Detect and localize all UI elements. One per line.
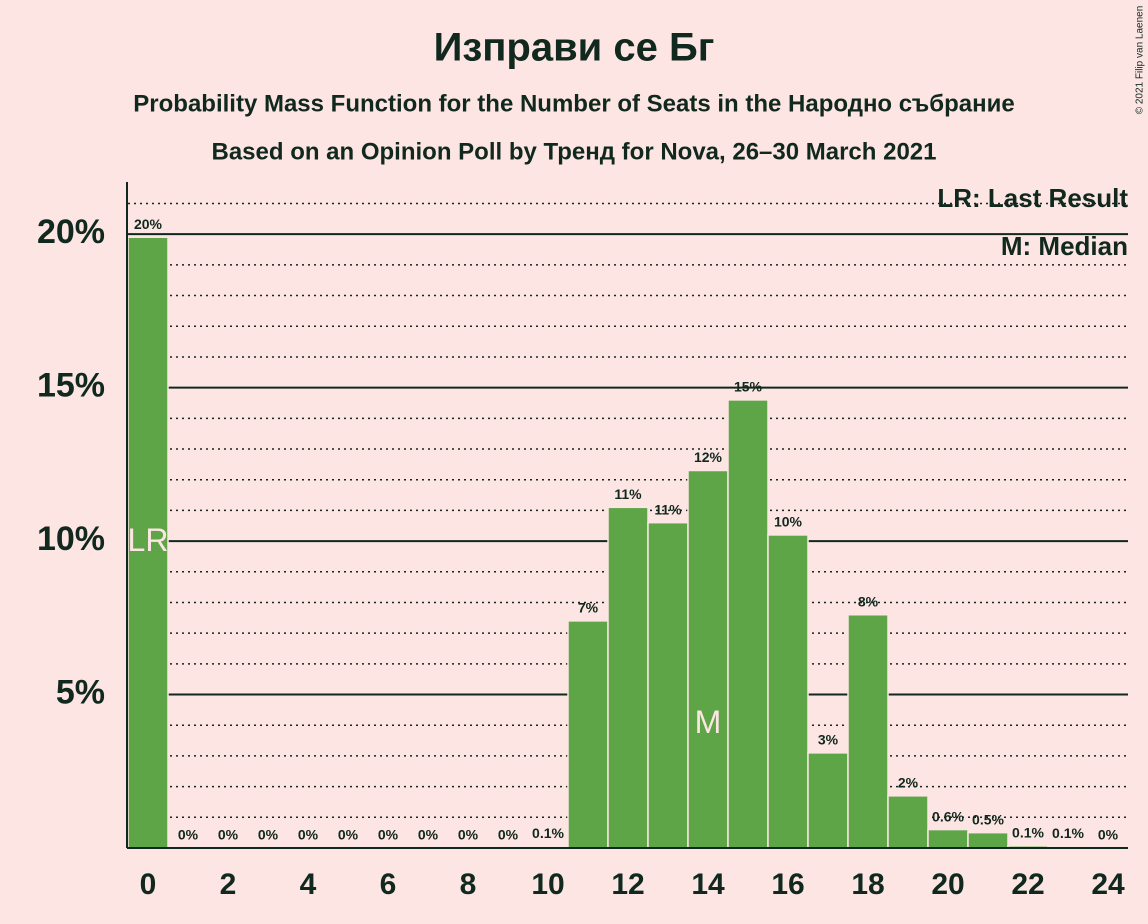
value-label: 0%	[418, 827, 439, 843]
bar	[727, 399, 769, 849]
legend-label: LR: Last Result	[937, 183, 1128, 213]
x-tick-label: 16	[771, 868, 804, 901]
x-tick-label: 14	[691, 868, 725, 901]
value-label: 10%	[774, 514, 803, 530]
x-tick-label: 6	[380, 868, 397, 901]
y-tick-label: 10%	[37, 520, 105, 558]
value-label: 11%	[614, 486, 642, 502]
value-label: 0%	[378, 827, 399, 843]
value-label: 0%	[338, 827, 359, 843]
annotation: LR	[128, 522, 169, 558]
x-tick-label: 22	[1011, 868, 1044, 901]
value-label: 0%	[298, 827, 319, 843]
bar	[887, 795, 929, 849]
bar	[647, 521, 689, 849]
chart-subtitle: Probability Mass Function for the Number…	[133, 90, 1014, 117]
value-label: 3%	[818, 732, 839, 748]
value-label: 2%	[898, 775, 919, 791]
value-label: 0.5%	[972, 811, 1004, 827]
bar	[967, 831, 1009, 849]
bar	[567, 620, 609, 849]
value-label: 8%	[858, 593, 879, 609]
value-label: 0.1%	[1012, 825, 1044, 841]
value-label: 0%	[258, 827, 279, 843]
chart-title: Изправи се Бг	[434, 26, 715, 70]
bar	[607, 506, 649, 849]
value-label: 0%	[458, 827, 479, 843]
x-tick-label: 12	[611, 868, 644, 901]
copyright: © 2021 Filip van Laenen	[1135, 6, 1146, 115]
value-label: 7%	[578, 600, 599, 616]
y-tick-label: 15%	[37, 367, 105, 405]
x-tick-label: 10	[531, 868, 564, 901]
value-label: 11%	[654, 501, 682, 517]
x-tick-label: 8	[460, 868, 477, 901]
value-label: 0.6%	[932, 808, 964, 824]
bar	[807, 752, 849, 849]
bar	[847, 613, 889, 849]
x-tick-label: 0	[140, 868, 157, 901]
value-label: 0%	[498, 827, 519, 843]
value-label: 0%	[178, 827, 199, 843]
x-tick-label: 2	[220, 868, 237, 901]
value-label: 12%	[694, 449, 723, 465]
bar	[687, 469, 729, 849]
bar	[767, 534, 809, 849]
value-label: 20%	[134, 216, 163, 232]
value-label: 0%	[1098, 827, 1119, 843]
value-label: 0.1%	[532, 825, 564, 841]
chart-subtitle: Based on an Opinion Poll by Тренд for No…	[211, 138, 936, 165]
y-tick-label: 20%	[37, 213, 105, 251]
x-tick-label: 20	[931, 868, 964, 901]
legend-label: M: Median	[1001, 231, 1128, 261]
value-label: 0.1%	[1052, 825, 1084, 841]
annotation: M	[695, 704, 722, 740]
x-tick-label: 4	[300, 868, 317, 901]
x-tick-label: 24	[1091, 868, 1125, 901]
value-label: 0%	[218, 827, 239, 843]
value-label: 15%	[734, 379, 763, 395]
y-tick-label: 5%	[56, 674, 105, 712]
x-tick-label: 18	[851, 868, 884, 901]
bar	[927, 828, 969, 849]
